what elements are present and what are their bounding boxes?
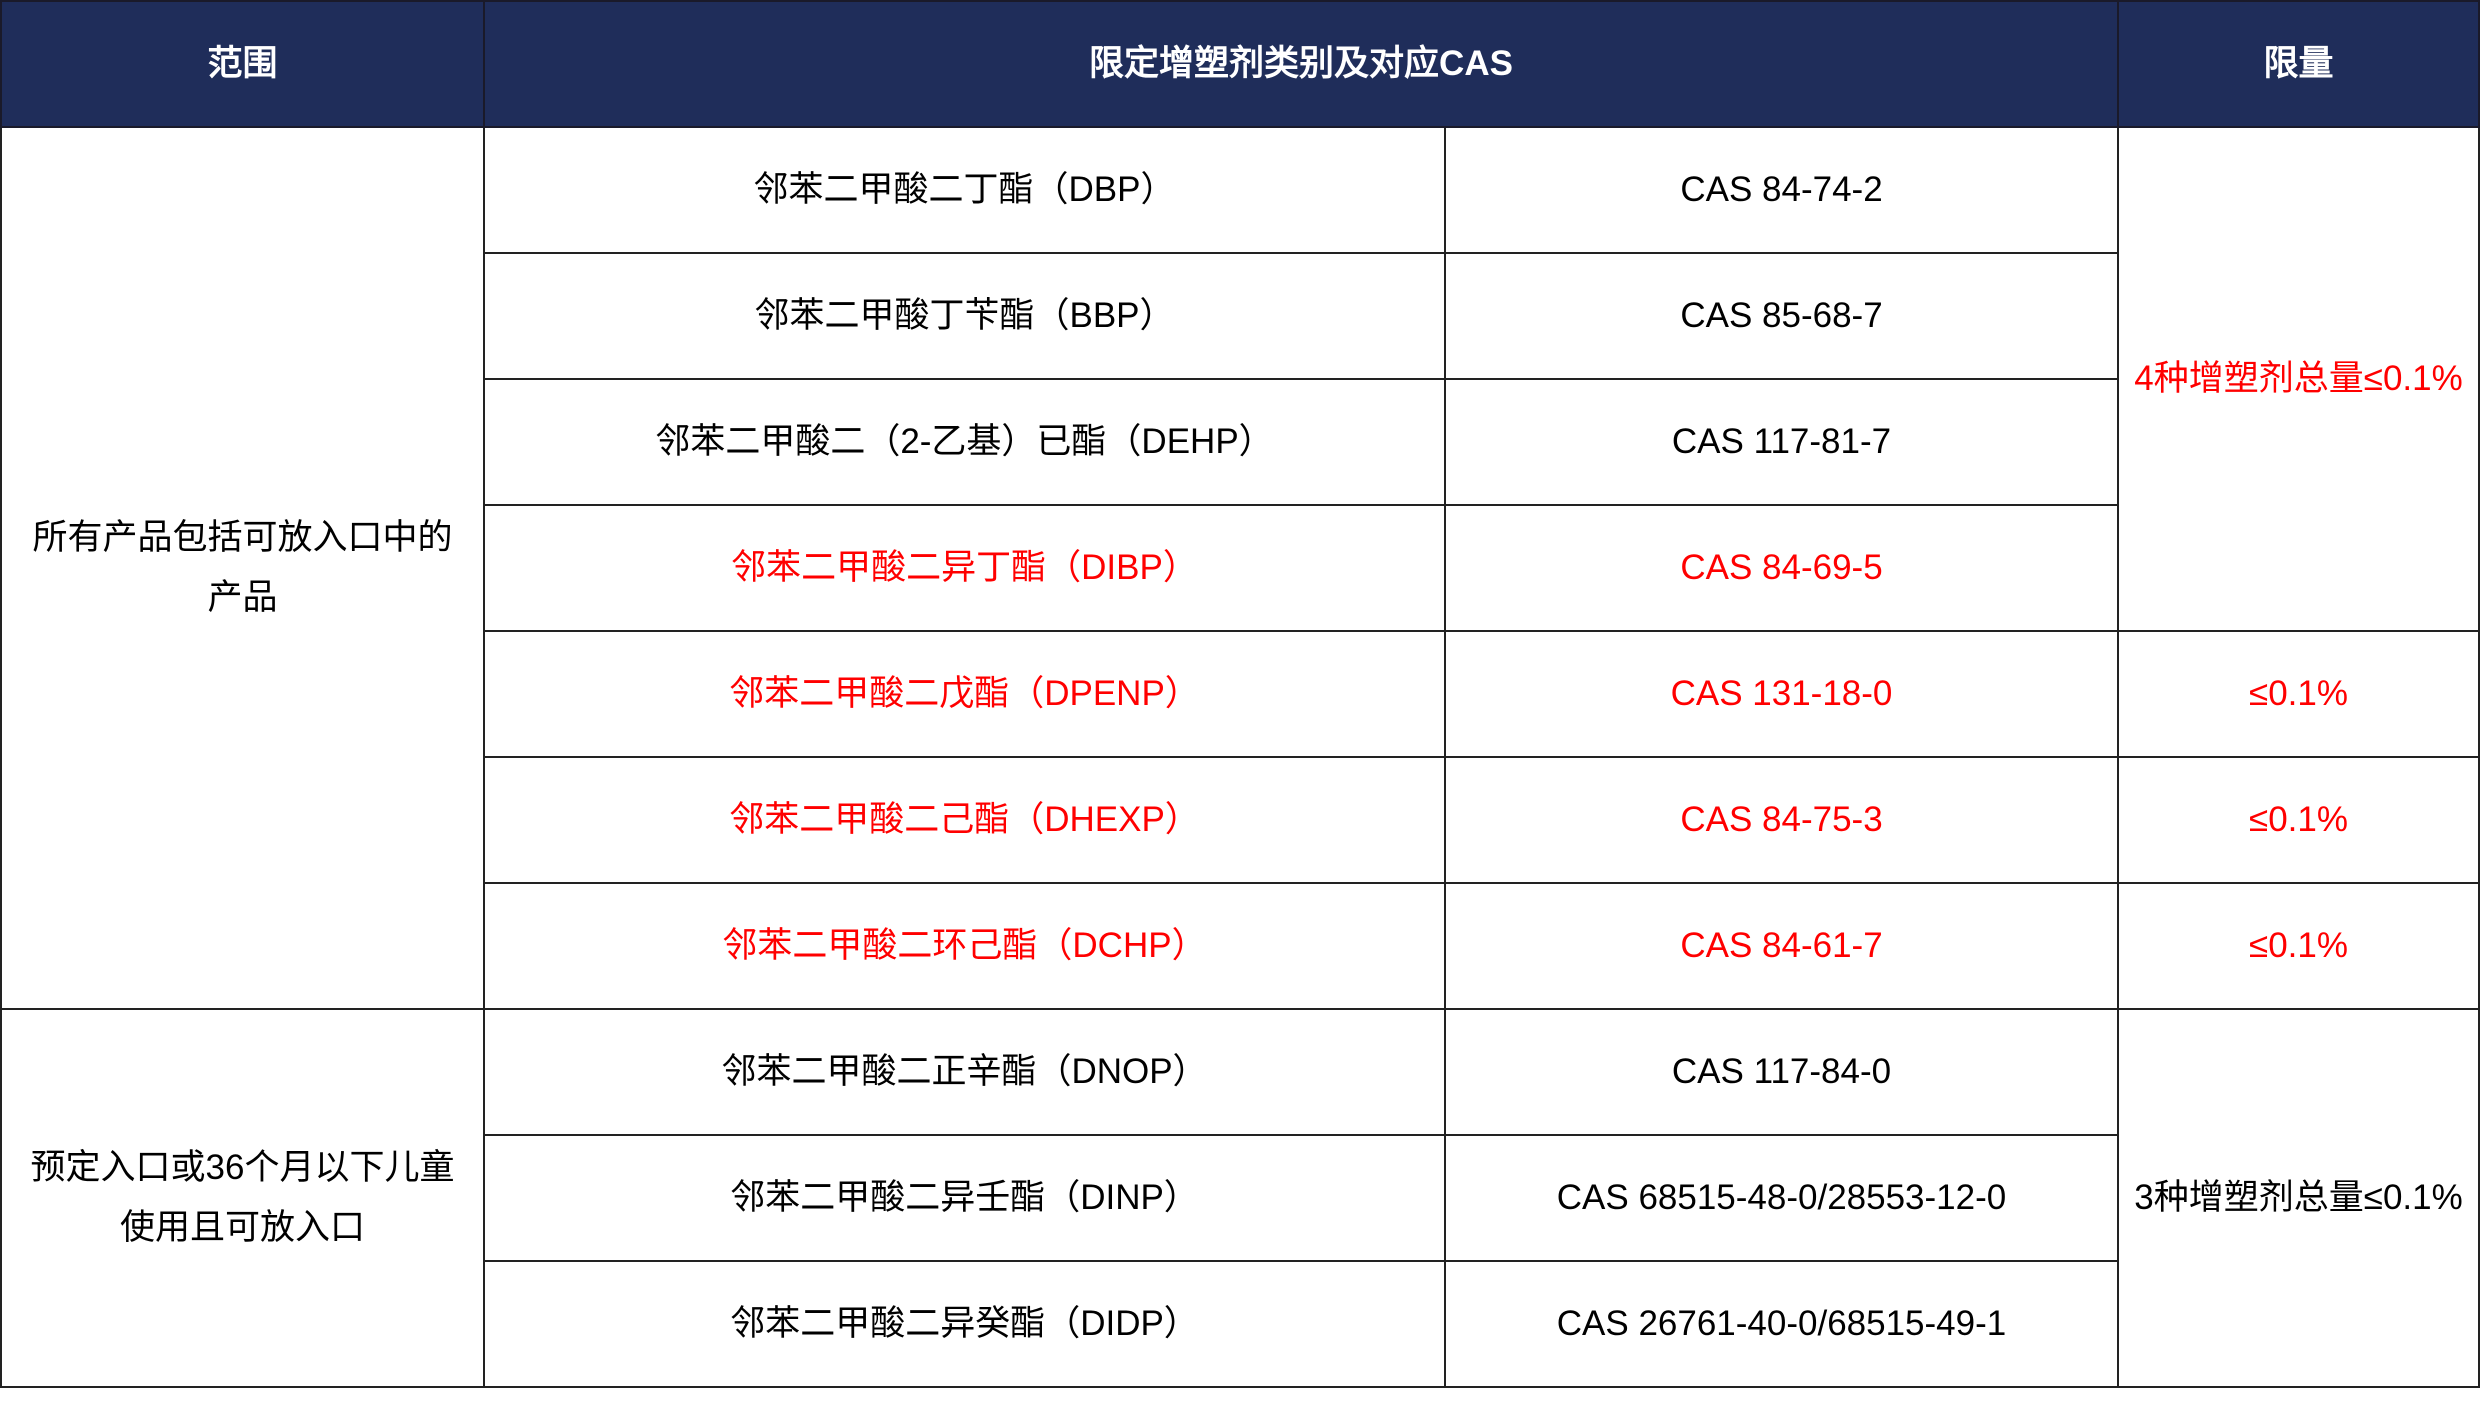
plasticizer-name: 邻苯二甲酸二异丁酯（DIBP） xyxy=(483,504,1446,632)
cas-number: CAS 68515-48-0/28553-12-0 xyxy=(1444,1134,2119,1262)
table-row: 邻苯二甲酸二己酯（DHEXP） CAS 84-75-3 ≤0.1% xyxy=(1,756,2480,884)
table-row: 邻苯二甲酸二异癸酯（DIDP） CAS 26761-40-0/68515-49-… xyxy=(1,1260,2479,1388)
cas-number: CAS 84-61-7 xyxy=(1444,882,2119,1010)
table-row: 邻苯二甲酸二异丁酯（DIBP） CAS 84-69-5 xyxy=(1,504,2479,632)
plasticizer-name: 邻苯二甲酸二（2-乙基）已酯（DEHP） xyxy=(483,378,1446,506)
plasticizer-name: 邻苯二甲酸二戊酯（DPENP） xyxy=(483,630,1446,758)
header-scope: 范围 xyxy=(0,0,485,128)
header-row: 范围 限定增塑剂类别及对应CAS 限量 xyxy=(0,0,2480,128)
scope-cell: 所有产品包括可放入口中的产品 xyxy=(0,126,485,1010)
table-row: 邻苯二甲酸二异壬酯（DINP） CAS 68515-48-0/28553-12-… xyxy=(1,1134,2479,1262)
cas-number: CAS 84-69-5 xyxy=(1444,504,2119,632)
plasticizer-name: 邻苯二甲酸二己酯（DHEXP） xyxy=(483,756,1446,884)
limit-value: ≤0.1% xyxy=(2117,630,2480,758)
plasticizer-name: 邻苯二甲酸二正辛酯（DNOP） xyxy=(483,1008,1446,1136)
cas-number: CAS 117-84-0 xyxy=(1444,1008,2119,1136)
limit-value: ≤0.1% xyxy=(2117,882,2480,1010)
table-row: 邻苯二甲酸二环己酯（DCHP） CAS 84-61-7 ≤0.1% xyxy=(1,882,2480,1010)
table-row: 预定入口或36个月以下儿童使用且可放入口 邻苯二甲酸二正辛酯（DNOP） CAS… xyxy=(0,1008,2480,1388)
cas-number: CAS 84-75-3 xyxy=(1444,756,2119,884)
cas-number: CAS 85-68-7 xyxy=(1444,252,2119,380)
table-row: 邻苯二甲酸丁苄酯（BBP） CAS 85-68-7 xyxy=(1,252,2479,380)
scope-cell: 预定入口或36个月以下儿童使用且可放入口 xyxy=(0,1008,485,1388)
limit-value: ≤0.1% xyxy=(2117,756,2480,884)
plasticizer-name: 邻苯二甲酸二异癸酯（DIDP） xyxy=(483,1260,1446,1388)
header-limit: 限量 xyxy=(2117,0,2480,128)
table-row: 邻苯二甲酸二（2-乙基）已酯（DEHP） CAS 117-81-7 xyxy=(1,378,2479,506)
table-row: 所有产品包括可放入口中的产品 邻苯二甲酸二丁酯（DBP） CAS 84-74-2… xyxy=(0,126,2480,1010)
cas-number: CAS 26761-40-0/68515-49-1 xyxy=(1444,1260,2119,1388)
group-limit: 3种增塑剂总量≤0.1% xyxy=(2117,1008,2480,1388)
plasticizer-name: 邻苯二甲酸丁苄酯（BBP） xyxy=(483,252,1446,380)
group-limit: 4种增塑剂总量≤0.1% xyxy=(2117,126,2480,632)
cas-number: CAS 84-74-2 xyxy=(1444,126,2119,254)
cas-number: CAS 117-81-7 xyxy=(1444,378,2119,506)
plasticizer-name: 邻苯二甲酸二异壬酯（DINP） xyxy=(483,1134,1446,1262)
table-row: 邻苯二甲酸二戊酯（DPENP） CAS 131-18-0 ≤0.1% xyxy=(1,630,2480,758)
cas-number: CAS 131-18-0 xyxy=(1444,630,2119,758)
plasticizer-name: 邻苯二甲酸二丁酯（DBP） xyxy=(483,126,1446,254)
header-plasticizer: 限定增塑剂类别及对应CAS xyxy=(483,0,2119,128)
plasticizer-name: 邻苯二甲酸二环己酯（DCHP） xyxy=(483,882,1446,1010)
